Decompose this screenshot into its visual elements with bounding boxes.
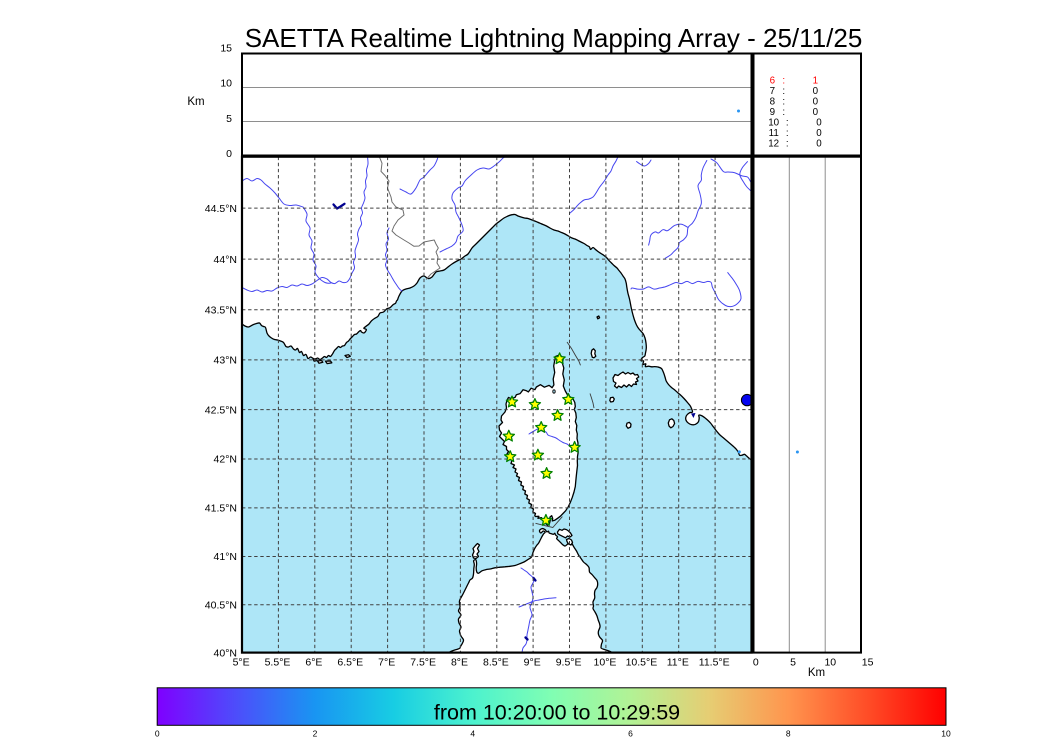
svg-text:43°N: 43°N (214, 355, 237, 367)
svg-text:0: 0 (753, 657, 759, 669)
svg-text:40°N: 40°N (214, 647, 237, 659)
svg-text:5°E: 5°E (233, 657, 250, 669)
svg-text:41.5°N: 41.5°N (205, 503, 237, 515)
svg-text:41°N: 41°N (214, 551, 237, 563)
svg-text:42°N: 42°N (214, 454, 237, 466)
svg-text:10: 10 (768, 118, 779, 129)
svg-text:44°N: 44°N (214, 254, 237, 266)
svg-text:12: 12 (768, 139, 779, 150)
svg-text::: : (782, 97, 785, 108)
svg-text:7: 7 (770, 86, 775, 97)
svg-text:11: 11 (769, 128, 779, 139)
svg-text:5: 5 (790, 657, 796, 669)
svg-text:Km: Km (187, 96, 204, 108)
svg-text:1: 1 (813, 76, 818, 87)
svg-text:Km: Km (808, 667, 825, 679)
svg-text:4: 4 (470, 729, 475, 739)
svg-text:40.5°N: 40.5°N (205, 599, 237, 611)
svg-text:5: 5 (226, 113, 232, 125)
svg-text:0: 0 (816, 118, 822, 129)
svg-text:0: 0 (226, 148, 232, 160)
svg-text:7°E: 7°E (378, 657, 395, 669)
svg-text:9°E: 9°E (524, 657, 541, 669)
svg-text:10°E: 10°E (594, 657, 617, 669)
svg-text:0: 0 (155, 729, 160, 739)
svg-text::: : (786, 139, 789, 150)
svg-text:8.5°E: 8.5°E (483, 657, 509, 669)
svg-text:0: 0 (816, 128, 822, 139)
svg-text::: : (782, 76, 785, 87)
svg-text:15: 15 (220, 43, 232, 55)
svg-text:8: 8 (786, 729, 791, 739)
svg-text:7.5°E: 7.5°E (410, 657, 436, 669)
svg-text:8: 8 (770, 97, 776, 108)
svg-text:15: 15 (862, 657, 874, 669)
svg-text:10.5°E: 10.5°E (626, 657, 658, 669)
svg-text:0: 0 (816, 139, 822, 150)
svg-text::: : (782, 107, 785, 118)
svg-text:8°E: 8°E (451, 657, 468, 669)
svg-text::: : (782, 86, 785, 97)
svg-text:SAETTA Realtime Lightning Mapp: SAETTA Realtime Lightning Mapping Array … (245, 23, 863, 53)
svg-text:from 10:20:00 to 10:29:59: from 10:20:00 to 10:29:59 (434, 701, 680, 725)
svg-text:43.5°N: 43.5°N (205, 304, 237, 316)
svg-text:6°E: 6°E (305, 657, 322, 669)
svg-text:9.5°E: 9.5°E (556, 657, 582, 669)
svg-text::: : (786, 118, 789, 129)
svg-text:6: 6 (628, 729, 633, 739)
svg-text:11.5°E: 11.5°E (699, 657, 730, 669)
svg-text:6: 6 (770, 76, 776, 87)
svg-text:10: 10 (824, 657, 836, 669)
svg-text:6.5°E: 6.5°E (337, 657, 363, 669)
svg-text:5.5°E: 5.5°E (265, 657, 291, 669)
svg-text:0: 0 (813, 86, 819, 97)
svg-text::: : (786, 128, 789, 139)
svg-text:44.5°N: 44.5°N (205, 203, 237, 215)
svg-text:10: 10 (220, 78, 232, 90)
svg-text:42.5°N: 42.5°N (205, 404, 237, 416)
svg-text:0: 0 (813, 97, 819, 108)
svg-text:9: 9 (770, 107, 775, 118)
svg-text:2: 2 (313, 729, 318, 739)
svg-text:0: 0 (813, 107, 819, 118)
svg-text:10: 10 (941, 729, 951, 739)
svg-text:11°E: 11°E (667, 657, 689, 669)
